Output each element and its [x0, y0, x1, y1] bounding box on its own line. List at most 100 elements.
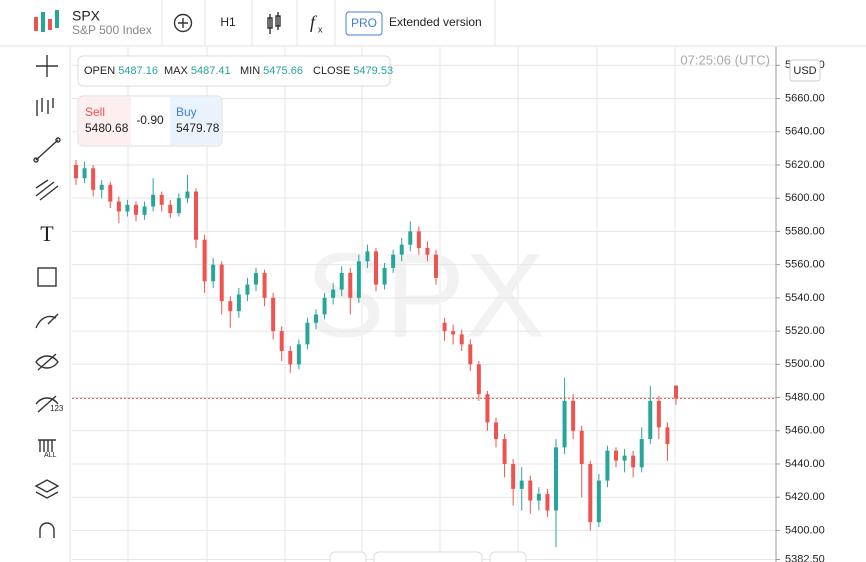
candle-body [288, 351, 293, 365]
y-tick-label: 5540.00 [785, 292, 825, 304]
candle-body [631, 455, 636, 468]
y-tick-label: 5460.00 [785, 425, 825, 437]
pro-label: PRO [351, 16, 377, 30]
candle-body [374, 251, 378, 285]
y-tick-label: 5560.00 [785, 259, 825, 271]
pro-badge[interactable] [345, 11, 383, 36]
candle-body [639, 439, 644, 468]
candle-body [476, 364, 481, 395]
candle-body [322, 297, 327, 315]
side-toolbar [0, 47, 70, 562]
indicators-button[interactable]: f [310, 12, 318, 32]
candle-body [305, 322, 310, 345]
tool-icons[interactable]: T 123 ALL [33, 55, 64, 538]
y-tick-label: 5620.00 [785, 159, 825, 171]
candle-body [605, 450, 610, 481]
extended-version[interactable]: Extended version [389, 15, 482, 29]
candle-body [314, 314, 318, 323]
candle-body [91, 168, 96, 190]
y-tick-label: 5382.50 [785, 553, 825, 562]
candle-body [562, 400, 567, 448]
y-tick-label: 5500.00 [785, 358, 825, 370]
candle-body [545, 493, 550, 511]
candle-body [614, 450, 618, 461]
symbol: SPX [72, 8, 101, 24]
svg-text:123: 123 [50, 404, 64, 413]
currency-box[interactable] [789, 59, 821, 82]
y-tick-label: 5400.00 [785, 524, 825, 536]
sell-button[interactable] [79, 97, 131, 145]
y-tick-label: 5580.00 [785, 225, 825, 237]
ohlc-label: MIN [240, 65, 260, 77]
candle-body [74, 164, 78, 179]
candle-body [254, 272, 258, 285]
candle-body [194, 191, 198, 240]
candle-body [99, 184, 104, 190]
candle-body [159, 194, 164, 205]
candle-body [459, 334, 464, 345]
candle-body [511, 463, 516, 489]
ohlc-value: 5487.41 [191, 65, 231, 77]
buy-label: Buy [176, 105, 197, 119]
candle-body [365, 251, 370, 262]
clock: 07:25:06 (UTC) [680, 52, 770, 67]
candle-body [648, 400, 653, 440]
candle-body [279, 331, 284, 352]
candle-body [245, 284, 250, 295]
candle-body [331, 289, 336, 298]
sell-label: Sell [85, 105, 105, 119]
candle-body [579, 430, 584, 464]
candle-body [82, 168, 87, 179]
timeframe[interactable]: H1 [220, 15, 236, 29]
candle-body [399, 244, 404, 255]
ohlc-value: 5479.53 [353, 65, 393, 77]
candle-body [485, 394, 490, 423]
y-tick-label: 5600.00 [785, 192, 825, 204]
candle-body [134, 204, 138, 215]
candle-body [502, 439, 507, 464]
svg-text:ALL: ALL [44, 452, 57, 459]
candle-body [142, 206, 147, 215]
candle-body [588, 463, 593, 523]
candle-body [262, 272, 267, 298]
candle-body [271, 297, 276, 332]
y-tick-label: 5420.00 [785, 491, 825, 503]
ohlc-label: MAX [164, 65, 189, 77]
candle-body [536, 493, 541, 501]
bottom-buttons[interactable] [329, 551, 527, 562]
y-tick-label: 5480.00 [785, 391, 825, 403]
sell-price: 5480.68 [85, 121, 129, 135]
candle-body [176, 198, 181, 214]
candle-body [425, 248, 430, 255]
candle-body [382, 267, 387, 285]
buy-price: 5479.78 [176, 121, 220, 135]
candle-body [622, 455, 627, 461]
candle-body [108, 184, 113, 202]
candle-body [185, 191, 190, 199]
y-tick-label: 5520.00 [785, 325, 825, 337]
logo [34, 10, 59, 32]
chart-type-button[interactable] [267, 12, 281, 34]
add-button[interactable] [173, 13, 193, 33]
candle-body [408, 231, 413, 245]
candle-body [451, 331, 456, 335]
candle-body [554, 447, 558, 511]
candle-body [219, 264, 224, 302]
candle-body [151, 194, 156, 207]
buy-button[interactable] [170, 97, 221, 145]
candle-body [596, 480, 601, 523]
ohlc-value: 5475.66 [263, 65, 303, 77]
indicators-sub: x [318, 24, 323, 34]
candle-body [674, 385, 678, 399]
candle-body [168, 204, 173, 214]
y-tick-label: 5440.00 [785, 458, 825, 470]
svg-text:T: T [40, 221, 54, 246]
candle-body [656, 400, 661, 428]
watermark: SPX [305, 229, 545, 363]
y-tick-label: 5660.00 [785, 92, 825, 104]
candle-body [296, 344, 301, 365]
candle-body [519, 480, 524, 489]
candle-body [236, 294, 241, 312]
